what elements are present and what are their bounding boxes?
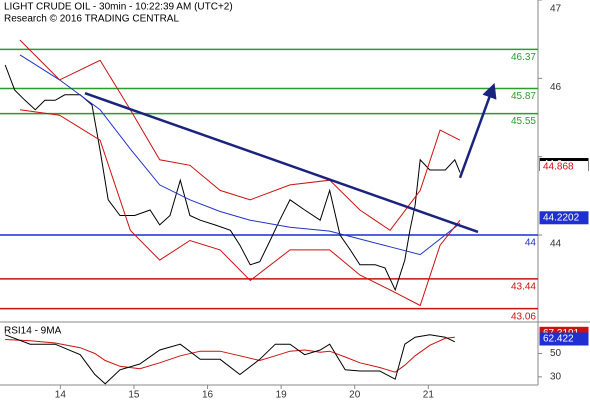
price-label: 62.422 (543, 334, 574, 345)
level-label: 43.06 (511, 311, 536, 322)
price-label-box (539, 211, 589, 225)
y-tick-label: 30 (550, 371, 562, 382)
x-tick-label: 16 (202, 390, 214, 400)
level-label: 43.44 (511, 282, 536, 293)
series-line (19, 109, 461, 307)
series-line (84, 92, 479, 234)
series-line (19, 54, 461, 256)
series-line (5, 336, 455, 373)
price-label: 44.868 (543, 162, 574, 173)
level-label: 45.55 (511, 116, 536, 127)
level-label: 46.37 (511, 52, 536, 63)
x-tick-label: 15 (128, 390, 140, 400)
chart-title: LIGHT CRUDE OIL - 30min - 10:22:39 AM (U… (4, 2, 233, 13)
level-label: 44 (525, 238, 537, 249)
price-label: 44.2202 (543, 212, 580, 223)
price-label-box (539, 332, 589, 346)
level-label: 45.87 (511, 91, 536, 102)
series-line (19, 39, 461, 231)
y-tick-label: 47 (550, 4, 562, 15)
x-tick-label: 20 (349, 390, 361, 400)
x-tick-label: 19 (276, 390, 288, 400)
x-tick-label: 21 (423, 390, 435, 400)
y-tick-label: 44 (550, 239, 562, 250)
series-line (458, 83, 497, 179)
x-tick-label: 14 (55, 390, 67, 400)
series-line (5, 334, 456, 385)
indicator-title: RSI14 - 9MA (4, 326, 62, 337)
chart-subtitle: Research © 2016 TRADING CENTRAL (4, 14, 179, 25)
price-label-box (540, 161, 588, 174)
y-tick-label: 46 (550, 82, 562, 93)
y-tick-label: 50 (550, 348, 562, 359)
